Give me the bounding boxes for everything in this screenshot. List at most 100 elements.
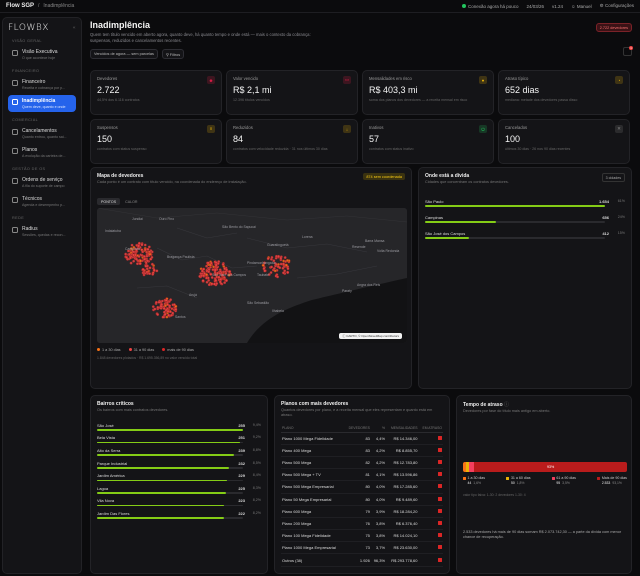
debtor-point[interactable] xyxy=(281,262,285,266)
debtor-point[interactable] xyxy=(201,279,205,283)
bell-icon[interactable]: 1 xyxy=(623,46,633,56)
column-header[interactable]: DEVEDORES xyxy=(344,423,371,433)
debtor-point[interactable] xyxy=(170,307,174,311)
debtor-point[interactable] xyxy=(209,261,213,265)
debtor-point[interactable] xyxy=(274,254,278,258)
debtor-point[interactable] xyxy=(200,274,203,278)
debtor-point[interactable] xyxy=(263,269,267,273)
debtor-point[interactable] xyxy=(262,261,266,265)
debtor-point[interactable] xyxy=(164,298,168,302)
debtor-point[interactable] xyxy=(141,267,145,271)
table-row[interactable]: Outros (38) 1.926 96,3% R$ 293.778,60 xyxy=(281,553,443,567)
debtor-point[interactable] xyxy=(282,271,285,275)
debtor-point[interactable] xyxy=(286,270,290,274)
debtor-point[interactable] xyxy=(213,282,216,286)
column-header[interactable]: % xyxy=(370,423,387,433)
debtor-point[interactable] xyxy=(168,310,172,314)
debtor-point[interactable] xyxy=(126,249,130,253)
debtor-point[interactable] xyxy=(152,268,156,272)
debtor-point[interactable] xyxy=(285,258,289,262)
list-item[interactable]: Alto da Serra 239 8,8% xyxy=(97,448,261,457)
map-tab-calor[interactable]: CALOR xyxy=(125,199,138,204)
debtor-point[interactable] xyxy=(129,261,133,265)
debtor-point[interactable] xyxy=(273,269,277,273)
debtor-point[interactable] xyxy=(142,257,146,261)
debtor-point[interactable] xyxy=(164,304,168,308)
debtor-point[interactable] xyxy=(132,259,136,263)
debtor-point[interactable] xyxy=(153,307,157,311)
sidebar-item-ordens-de-servi-o[interactable]: Ordens de serviço A fila do suporte de ca… xyxy=(8,174,76,191)
debtor-point[interactable] xyxy=(272,259,276,263)
debtor-point[interactable] xyxy=(132,253,136,257)
debtor-point[interactable] xyxy=(162,310,166,314)
debtor-point[interactable] xyxy=(165,315,169,319)
user-menu[interactable]: ☺ Manuel xyxy=(571,3,592,9)
settings-button[interactable]: ⚙ Configurações xyxy=(599,3,634,8)
debtor-point[interactable] xyxy=(156,313,160,316)
list-item[interactable]: São Paulo 1.654 61% xyxy=(425,199,625,207)
map-tab-pontos[interactable]: PONTOS xyxy=(97,198,121,205)
debtor-point[interactable] xyxy=(214,263,218,267)
sidebar-item-radius[interactable]: Radius Sessões, quedas e recon... xyxy=(8,223,76,240)
table-row[interactable]: Plano 1000 Mega Empresarial 73 3,7% R$ 23.6… xyxy=(281,541,443,555)
sidebar-item-inadimpl-ncia[interactable]: Inadimplência Quem deve, quanto e onde xyxy=(8,95,76,112)
debtor-point[interactable] xyxy=(148,252,152,256)
debtor-point[interactable] xyxy=(202,267,206,271)
debtor-point[interactable] xyxy=(139,259,142,263)
list-item[interactable]: Parque Industrial 232 8,5% xyxy=(97,461,261,469)
collapse-icon[interactable]: « xyxy=(72,25,76,31)
debtor-point[interactable] xyxy=(206,261,210,265)
debtor-point[interactable] xyxy=(219,277,222,281)
debtor-point[interactable] xyxy=(169,298,173,302)
debtor-point[interactable] xyxy=(143,243,147,247)
debtor-point[interactable] xyxy=(276,275,280,279)
list-item[interactable]: Lagoa 225 8,3% xyxy=(97,486,261,494)
column-header[interactable]: MENSALIDADES xyxy=(386,423,419,433)
sidebar-item-planos[interactable]: Planos A evolução da carteira de... xyxy=(8,144,76,161)
debtor-point[interactable] xyxy=(144,264,148,268)
table-row[interactable]: Plano 500 Mega 82 4,2% R$ 12.783,80 xyxy=(281,456,443,470)
debtor-point[interactable] xyxy=(217,275,221,279)
debtor-point[interactable] xyxy=(269,271,273,274)
debtor-point[interactable] xyxy=(126,257,129,261)
debtor-point[interactable] xyxy=(167,313,171,317)
debtor-point[interactable] xyxy=(266,257,270,261)
debtor-point[interactable] xyxy=(272,266,276,270)
table-row[interactable]: Plano 400 Mega 83 4,2% R$ 8.855,70 xyxy=(281,444,443,457)
debtor-point[interactable] xyxy=(156,305,160,309)
debtor-point[interactable] xyxy=(148,266,152,270)
debtor-point[interactable] xyxy=(267,273,271,276)
map-attribution[interactable]: ⓘ CARTO, © OpenStreetMap contributors xyxy=(339,333,402,339)
debtor-point[interactable] xyxy=(143,248,147,252)
debtor-point[interactable] xyxy=(131,250,135,254)
delay-segment[interactable] xyxy=(468,462,475,472)
debtor-point[interactable] xyxy=(149,257,153,261)
list-item[interactable]: Jardim Das Flores 222 8,2% xyxy=(97,511,261,520)
debtor-point[interactable] xyxy=(168,305,172,309)
debtor-point[interactable] xyxy=(228,270,232,274)
list-item[interactable]: São José 255 9,4% xyxy=(97,423,261,431)
debtor-point[interactable] xyxy=(159,304,163,308)
debtor-point[interactable] xyxy=(209,272,213,276)
debtor-point[interactable] xyxy=(224,271,228,275)
sidebar-item-financeiro[interactable]: Financeiro Receita e cobrança por p... xyxy=(8,76,76,93)
list-item[interactable]: Jardim América 229 8,4% xyxy=(97,473,261,482)
debtor-point[interactable] xyxy=(213,268,217,272)
table-row[interactable]: Plano 100 Mega Fidelidade 75 3,8% R$ 14.024… xyxy=(281,529,443,543)
debtor-point[interactable] xyxy=(147,245,151,249)
debtor-point[interactable] xyxy=(124,252,128,256)
debtor-point[interactable] xyxy=(135,248,138,252)
list-item[interactable]: Campinas 656 24% xyxy=(425,215,625,223)
delay-segment[interactable]: 93% xyxy=(474,462,627,472)
debtor-point[interactable] xyxy=(151,305,155,309)
debtor-point[interactable] xyxy=(261,263,265,267)
column-header[interactable]: PLANO xyxy=(281,423,345,433)
debtor-point[interactable] xyxy=(161,315,165,319)
debtor-point[interactable] xyxy=(151,272,155,276)
debtor-point[interactable] xyxy=(135,262,139,266)
debtor-point[interactable] xyxy=(205,273,209,276)
debtor-point[interactable] xyxy=(129,247,133,251)
brand-name[interactable]: Flow SGP xyxy=(6,3,35,9)
debtor-point[interactable] xyxy=(155,269,159,273)
debtor-point[interactable] xyxy=(171,311,175,315)
